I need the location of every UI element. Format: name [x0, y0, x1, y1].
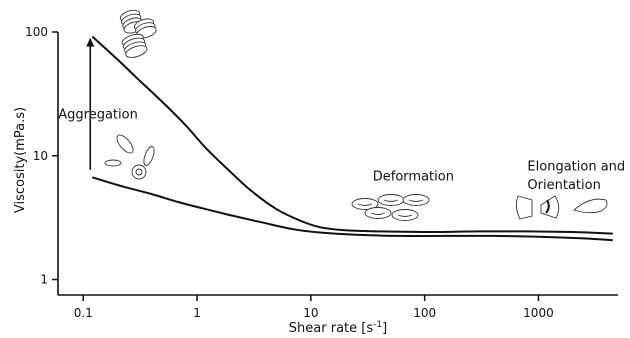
y-tick-label: 1	[40, 273, 48, 287]
x-axis-title: Shear rate [s-1]	[289, 320, 387, 336]
arrow-head	[86, 37, 95, 47]
annotations: Aggregation Deformation Elongation and Orie…	[58, 108, 625, 193]
annotation-label: Deformation	[373, 170, 454, 185]
annotation-label: Orientation	[527, 178, 600, 193]
annotation-label: Elongation and	[527, 160, 625, 175]
y-tick-label: 10	[33, 149, 48, 163]
y-tick-label: 100	[25, 25, 48, 39]
x-ticks: 0.1 1 10 100 1000	[74, 295, 554, 320]
deformed-cells-icon	[351, 194, 430, 221]
annotation-label: Aggregation	[58, 108, 138, 123]
x-tick-label: 10	[303, 306, 318, 320]
x-tick-label: 100	[413, 306, 436, 320]
x-tick-label: 0.1	[74, 306, 93, 320]
curves	[91, 35, 613, 242]
x-tick-label: 1000	[523, 306, 554, 320]
elongated-cells-icon	[515, 195, 608, 220]
stacked-cells-icon	[119, 9, 157, 58]
free-cells-icon	[104, 134, 155, 180]
x-tick-label: 1	[193, 306, 201, 320]
y-ticks: 1 10 100	[25, 25, 58, 287]
lower-viscosity-curve	[92, 176, 613, 242]
upper-viscosity-curve	[91, 35, 613, 235]
y-axis-title: Viscosity(mPa.s)	[13, 107, 28, 213]
aggregation-arrow	[86, 37, 95, 170]
